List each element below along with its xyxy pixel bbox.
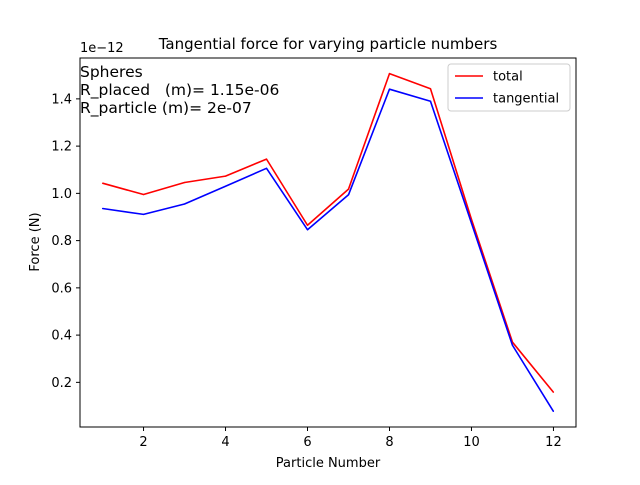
data-point-tangential-5: [265, 167, 268, 169]
series-line-total: [102, 72, 555, 393]
legend-label-tangential: tangential: [493, 92, 559, 107]
x-tick-label: 2: [139, 435, 147, 450]
annotation-line-1: Spheres: [80, 63, 143, 81]
legend: total tangential: [447, 63, 571, 112]
x-tick-label: 10: [463, 435, 480, 450]
data-point-tangential-3: [183, 203, 186, 205]
data-point-total-6: [306, 224, 309, 226]
data-point-total-8: [388, 72, 391, 75]
y-tick-label: 0.2: [51, 376, 72, 391]
y-tick-label: 1.4: [51, 92, 72, 107]
y-axis-label: Force (N): [28, 212, 43, 271]
data-point-tangential-7: [347, 194, 350, 196]
data-point-total-9: [429, 88, 432, 90]
y-offset-label: 1e−12: [80, 41, 124, 56]
data-point-total-3: [183, 181, 186, 184]
data-point-tangential-4: [224, 185, 227, 187]
x-tick-label: 4: [221, 435, 229, 450]
data-point-tangential-1: [101, 207, 104, 210]
plot-area: [101, 72, 555, 413]
annotation-line-2: R_placed (m)= 1.15e-06: [80, 81, 279, 100]
chart-title: Tangential force for varying particle nu…: [158, 35, 498, 53]
data-point-tangential-6: [306, 229, 309, 231]
x-axis: 2 4 6 8 10 12: [139, 427, 562, 450]
y-tick-label: 0.6: [51, 281, 72, 296]
annotation-block: Spheres R_placed (m)= 1.15e-06 R_particl…: [80, 63, 279, 118]
x-tick-label: 6: [303, 435, 311, 450]
y-tick-label: 1.0: [51, 187, 72, 202]
data-point-tangential-8: [388, 88, 391, 90]
data-point-total-1: [101, 182, 104, 184]
data-point-total-12: [552, 391, 555, 393]
data-point-total-5: [265, 158, 268, 160]
y-tick-label: 0.8: [51, 234, 72, 249]
x-axis-label: Particle Number: [276, 456, 381, 471]
annotation-line-3: R_particle (m)= 2e-07: [80, 99, 252, 118]
data-point-total-2: [142, 193, 145, 196]
y-tick-label: 1.2: [51, 140, 72, 155]
x-tick-label: 8: [385, 435, 393, 450]
x-tick-label: 12: [545, 435, 562, 450]
data-point-tangential-2: [142, 213, 145, 215]
data-point-tangential-9: [429, 100, 432, 102]
plot-frame: [79, 57, 577, 428]
data-point-tangential-12: [552, 410, 555, 413]
legend-label-total: total: [493, 70, 523, 85]
y-axis: 0.2 0.4 0.6 0.8 1.0 1.2 1.4: [51, 92, 80, 391]
data-point-total-7: [347, 188, 350, 190]
data-point-total-10: [470, 218, 473, 220]
data-point-tangential-10: [470, 222, 473, 224]
data-point-total-4: [224, 175, 227, 177]
y-tick-label: 0.4: [51, 329, 72, 344]
series-line-tangential: [102, 88, 555, 412]
data-point-tangential-11: [511, 344, 514, 346]
